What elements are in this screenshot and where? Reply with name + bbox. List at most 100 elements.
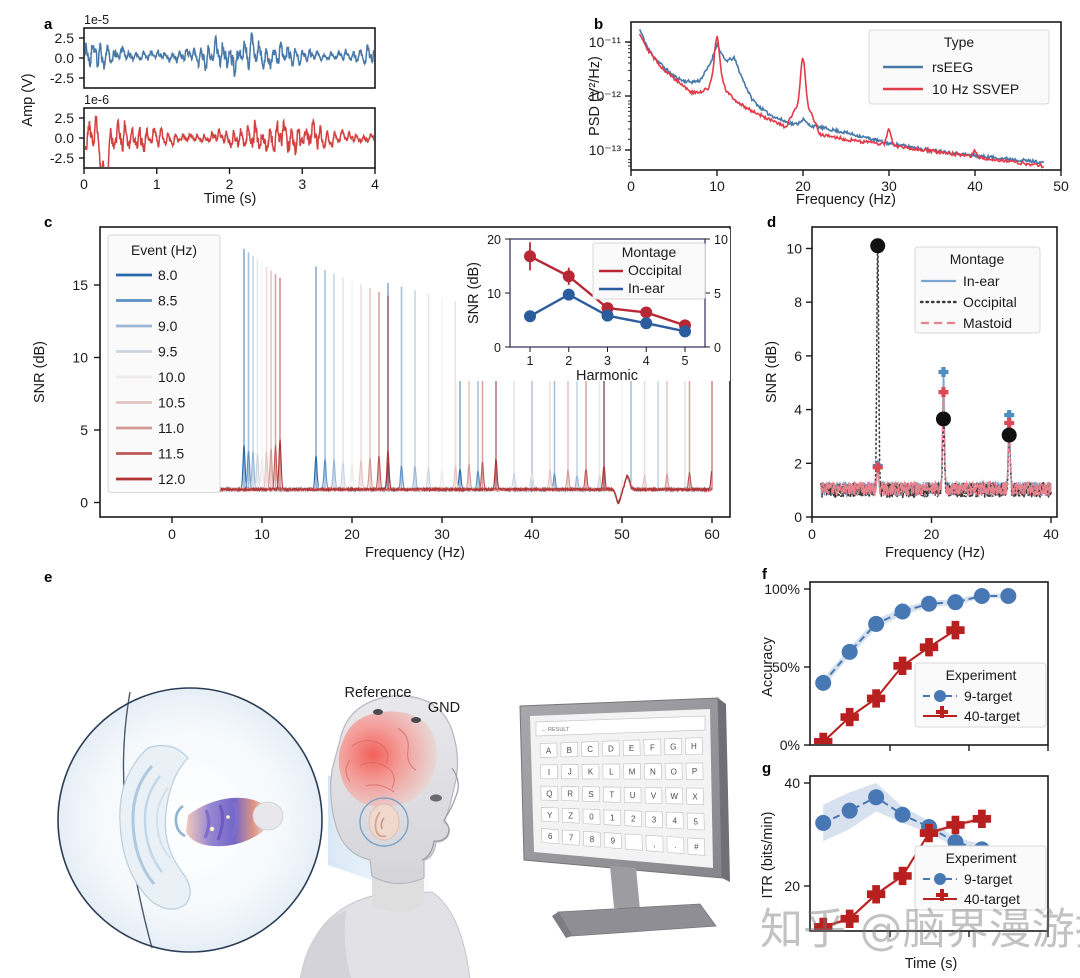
panel-g-legend[interactable]: Experiment 9-target 40-target — [914, 845, 1047, 911]
panel-d-legend-item-0[interactable]: In-ear — [963, 273, 1000, 289]
panel-c-inset-xlabel: Harmonic — [576, 368, 638, 384]
speller-key[interactable] — [583, 830, 601, 848]
in-ear-device — [186, 797, 284, 847]
speller-key[interactable] — [602, 786, 621, 803]
panel-c-legend-item-4[interactable]: 10.0 — [158, 369, 185, 385]
panel-f-legend-item-1[interactable]: 40-target — [964, 708, 1020, 724]
speller-key[interactable] — [540, 785, 559, 801]
speller-key[interactable] — [561, 807, 580, 824]
speller-key[interactable] — [539, 742, 558, 758]
speller-key[interactable] — [686, 787, 705, 806]
panel-c-inset-marker — [562, 270, 575, 283]
speller-key[interactable] — [582, 786, 600, 803]
panel-g: g 20 40 ITR (bits/min) Time (s) Experime… — [755, 760, 1080, 978]
speller-key[interactable] — [623, 786, 642, 804]
panel-b-xticks: 0 10 20 30 40 50 — [627, 170, 1069, 194]
speller-key[interactable] — [562, 829, 581, 846]
panel-c-legend-item-6[interactable]: 11.0 — [158, 420, 184, 436]
panel-c-inset-legend-item-1[interactable]: In-ear — [628, 280, 665, 296]
panel-f-legend-swatch-40target — [923, 706, 957, 718]
panel-f-legend-title: Experiment — [946, 667, 1017, 683]
speller-key[interactable] — [622, 739, 641, 757]
speller-key-label: B — [567, 746, 572, 755]
panel-b-legend-item-1[interactable]: 10 Hz SSVEP — [932, 81, 1019, 97]
panel-d-legend[interactable]: Montage In-ear Occipital Mastoid — [914, 246, 1041, 334]
speller-key[interactable] — [644, 787, 663, 804]
speller-key[interactable] — [582, 808, 601, 825]
speller-key[interactable] — [541, 828, 560, 845]
speller-key[interactable] — [623, 763, 642, 780]
speller-keyboard[interactable]: A B C D E F G H I J K L M N O P Q R S T U V W X Y Z 0 1 2 3 4 5 6 7 8 9 ,. # — [539, 737, 706, 856]
speller-key[interactable] — [540, 807, 559, 823]
panel-c-legend-item-8[interactable]: 12.0 — [158, 471, 185, 487]
speller-key[interactable] — [561, 786, 580, 802]
panel-g-chart: 20 40 ITR (bits/min) Time (s) Experiment… — [760, 775, 1049, 972]
panel-c-legend-item-7[interactable]: 11.5 — [158, 446, 184, 462]
panel-c-legend-item-0[interactable]: 8.0 — [158, 267, 178, 283]
panel-d-legend-item-2[interactable]: Mastoid — [963, 315, 1012, 331]
speller-key-label: 9 — [611, 837, 616, 846]
speller-key[interactable] — [665, 811, 684, 830]
panel-c-legend-item-3[interactable]: 9.5 — [158, 344, 178, 360]
speller-key[interactable] — [624, 810, 643, 827]
panel-f-legend[interactable]: Experiment 9-target 40-target — [914, 662, 1047, 728]
panel-g-legend-item-1[interactable]: 40-target — [964, 891, 1020, 907]
panel-f-legend-item-0[interactable]: 9-target — [964, 688, 1012, 704]
panel-c-inset-marker — [640, 317, 653, 330]
panel-a-top-exponent: 1e-5 — [84, 13, 109, 27]
speller-key[interactable] — [687, 837, 706, 856]
panel-c-legend-item-1[interactable]: 8.5 — [158, 293, 178, 309]
panel-a-xticks: 0 1 2 3 4 — [80, 168, 379, 192]
panel-c-inset-legend-item-0[interactable]: Occipital — [628, 262, 682, 278]
speller-key[interactable] — [581, 741, 599, 757]
g-marker — [841, 802, 858, 819]
panel-c-xlabel: Frequency (Hz) — [365, 545, 465, 561]
speller-key[interactable] — [560, 741, 579, 758]
panel-c-inset-legend[interactable]: Montage Occipital In-ear — [592, 242, 706, 300]
f-marker — [894, 603, 911, 620]
f-marker — [814, 732, 833, 744]
speller-key[interactable] — [666, 836, 685, 855]
speller-key[interactable] — [645, 810, 663, 829]
speller-key[interactable] — [664, 737, 683, 756]
speller-key[interactable] — [540, 764, 558, 780]
panel-a-xtick-4: 4 — [371, 176, 379, 192]
speller-key-label: N — [650, 767, 656, 776]
speller-key[interactable] — [624, 833, 643, 851]
panel-g-ytick-1: 40 — [784, 775, 800, 791]
panel-b-legend[interactable]: Type rsEEG 10 Hz SSVEP — [868, 29, 1050, 105]
panel-d-ytick-3: 6 — [794, 348, 802, 364]
speller-key-label: H — [691, 742, 697, 751]
speller-key-label: D — [608, 745, 614, 754]
speller-key[interactable] — [686, 812, 705, 831]
speller-key[interactable] — [603, 832, 622, 850]
panel-f-traces — [814, 587, 1017, 744]
speller-key[interactable] — [560, 764, 579, 780]
panel-g-legend-item-0[interactable]: 9-target — [964, 871, 1012, 887]
speller-key-label: L — [609, 768, 614, 777]
reference-label: Reference — [345, 685, 412, 701]
panel-d-marker-mastoid — [1004, 418, 1015, 429]
speller-key[interactable] — [581, 763, 600, 780]
speller-key[interactable] — [601, 740, 620, 757]
panel-c-xtick-4: 40 — [524, 526, 540, 542]
panel-c-legend-item-5[interactable]: 10.5 — [158, 395, 185, 411]
panel-c-legend[interactable]: Event (Hz) 8.0 8.5 9.0 9.5 10.0 10.5 11.0 11.5 12… — [107, 234, 221, 493]
panel-f-yticks: 0% 50% 100% — [764, 581, 810, 753]
speller-key-label: J — [568, 768, 572, 777]
speller-key[interactable] — [665, 787, 684, 805]
panel-b-legend-item-0[interactable]: rsEEG — [932, 59, 973, 75]
speller-key[interactable] — [603, 809, 622, 826]
speller-key[interactable] — [644, 763, 662, 780]
speller-key[interactable] — [643, 738, 662, 756]
speller-key[interactable] — [602, 763, 621, 780]
speller-key[interactable] — [645, 834, 664, 853]
speller-key[interactable] — [685, 762, 704, 780]
panel-d-legend-item-1[interactable]: Occipital — [963, 294, 1017, 310]
panel-b-rseeg-curve — [638, 28, 1045, 166]
panel-d-xtick-2: 40 — [1043, 526, 1059, 542]
speller-key[interactable] — [664, 762, 683, 780]
panel-c-legend-item-2[interactable]: 9.0 — [158, 318, 178, 334]
panel-b-legend-title: Type — [944, 34, 975, 50]
speller-key[interactable] — [684, 737, 703, 755]
